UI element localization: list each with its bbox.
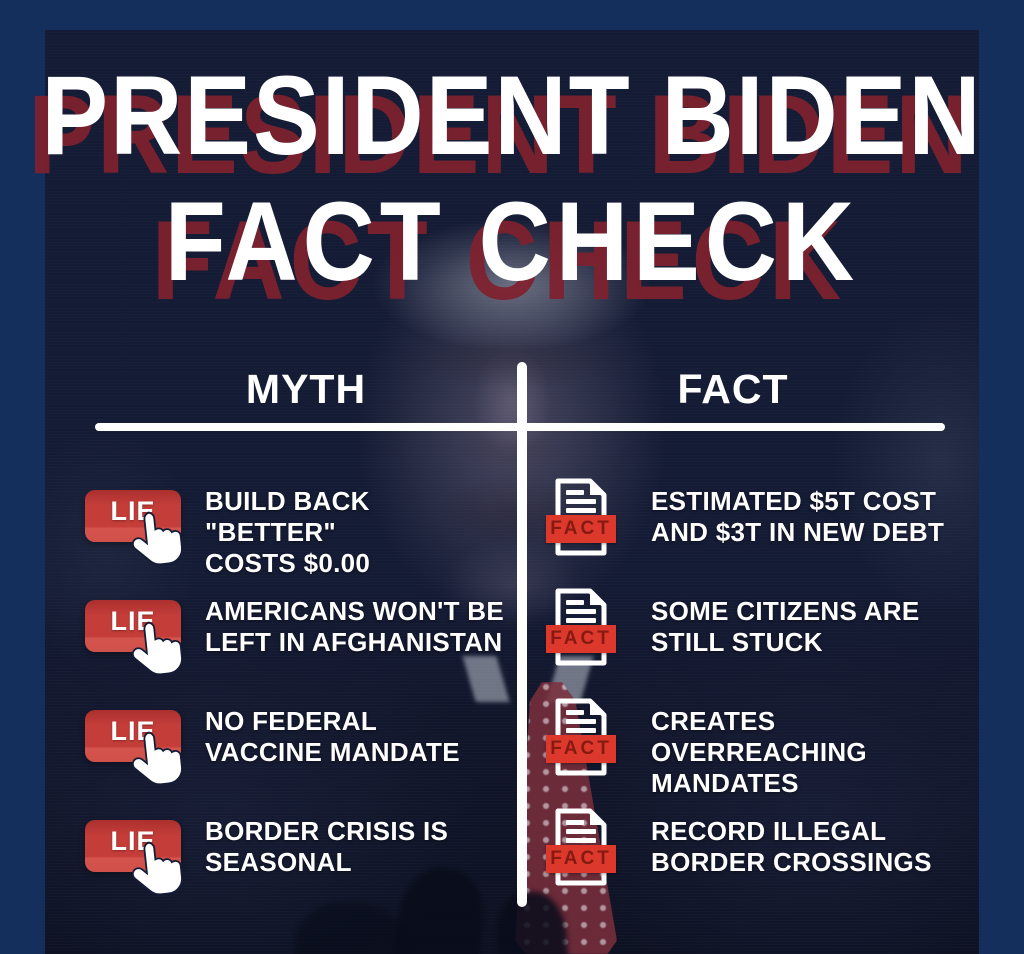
myth-text-line-1: BUILD BACK "BETTER" (205, 486, 370, 547)
myth-cell: LIE BUILD BACK "BETTER" COSTS $0.00 (85, 478, 505, 588)
fact-stamp-label: FACT (550, 848, 612, 869)
hand-pointer-icon (131, 621, 183, 676)
myth-text: BORDER CRISIS IS SEASONAL (205, 808, 448, 918)
lie-button: LIE (85, 600, 181, 652)
fact-stamp: FACT (546, 515, 616, 543)
fact-cell: FACT ESTIMATED $5T COST AND $3T IN NEW D… (505, 478, 974, 588)
myth-text-line-2: LEFT IN AFGHANISTAN (205, 627, 503, 657)
fact-stamp: FACT (546, 625, 616, 653)
fact-text: ESTIMATED $5T COST AND $3T IN NEW DEBT (651, 478, 944, 588)
lie-button-group: LIE (85, 478, 195, 588)
myth-text: AMERICANS WON'T BE LEFT IN AFGHANISTAN (205, 588, 504, 698)
myth-cell: LIE AMERICANS WON'T BE LEFT IN AFGHANIST… (85, 588, 505, 698)
fact-cell: FACT CREATES OVERREACHING MANDATES (505, 698, 974, 808)
hand-pointer-icon (131, 841, 183, 896)
lie-button-group: LIE (85, 588, 195, 698)
fact-stamp-label: FACT (550, 628, 612, 649)
title-line-1: PRESIDENT BIDEN (41, 53, 983, 179)
fact-document-icon: FACT (546, 478, 616, 556)
lie-button: LIE (85, 820, 181, 872)
myth-text-line-1: BORDER CRISIS IS (205, 816, 449, 846)
fact-text-line-2: MANDATES (651, 768, 799, 798)
column-divider-line (517, 362, 527, 907)
myth-text-line-2: SEASONAL (205, 847, 352, 877)
myth-cell: LIE NO FEDERAL VACCINE MANDATE (85, 698, 505, 808)
myth-text: BUILD BACK "BETTER" COSTS $0.00 (205, 478, 505, 588)
fact-text-line-2: STILL STUCK (651, 627, 823, 657)
fact-document-icon: FACT (546, 808, 616, 886)
fact-stamp-label: FACT (550, 738, 612, 759)
fact-cell: FACT SOME CITIZENS ARE STILL STUCK (505, 588, 974, 698)
table-row: LIE BORDER CRISIS IS SEASONAL (85, 808, 974, 918)
fact-document-icon: FACT (546, 698, 616, 776)
fact-stamp: FACT (546, 845, 616, 873)
fact-column-header: FACT (677, 366, 789, 412)
fact-text-line-1: SOME CITIZENS ARE (651, 596, 920, 626)
microphone-shape (295, 902, 405, 954)
fact-text: SOME CITIZENS ARE STILL STUCK (651, 588, 920, 698)
fact-text-line-2: AND $3T IN NEW DEBT (651, 517, 945, 547)
fact-stamp: FACT (546, 735, 616, 763)
table-row: LIE AMERICANS WON'T BE LEFT IN AFGHANIST… (85, 588, 974, 698)
fact-text: CREATES OVERREACHING MANDATES (651, 698, 974, 808)
hand-pointer-icon (131, 511, 183, 566)
fact-document-icon: FACT (546, 588, 616, 666)
lie-button-group: LIE (85, 808, 195, 918)
biden-photo-background (45, 30, 979, 954)
fact-text-line-1: RECORD ILLEGAL (651, 816, 887, 846)
lie-button-group: LIE (85, 698, 195, 808)
title-line-2: FACT CHECK (164, 179, 860, 305)
myth-text: NO FEDERAL VACCINE MANDATE (205, 698, 460, 808)
fact-text-line-2: BORDER CROSSINGS (651, 847, 932, 877)
myth-text-line-1: NO FEDERAL (205, 706, 377, 736)
table-row: LIE NO FEDERAL VACCINE MANDATE (85, 698, 974, 808)
myth-text-line-2: VACCINE MANDATE (205, 737, 460, 767)
table-row: LIE BUILD BACK "BETTER" COSTS $0.00 (85, 478, 974, 588)
myth-text-line-1: AMERICANS WON'T BE (205, 596, 505, 626)
fact-cell: FACT RECORD ILLEGAL BORDER CROSSINGS (505, 808, 974, 918)
myth-column-header: MYTH (245, 366, 367, 412)
myth-cell: LIE BORDER CRISIS IS SEASONAL (85, 808, 505, 918)
myth-fact-table: LIE BUILD BACK "BETTER" COSTS $0.00 (85, 478, 974, 918)
hand-pointer-icon (131, 731, 183, 786)
fact-text-line-1: CREATES OVERREACHING (651, 706, 867, 767)
fact-text: RECORD ILLEGAL BORDER CROSSINGS (651, 808, 932, 918)
myth-text-line-2: COSTS $0.00 (205, 548, 371, 578)
fact-stamp-label: FACT (550, 518, 612, 539)
fact-text-line-1: ESTIMATED $5T COST (651, 486, 937, 516)
